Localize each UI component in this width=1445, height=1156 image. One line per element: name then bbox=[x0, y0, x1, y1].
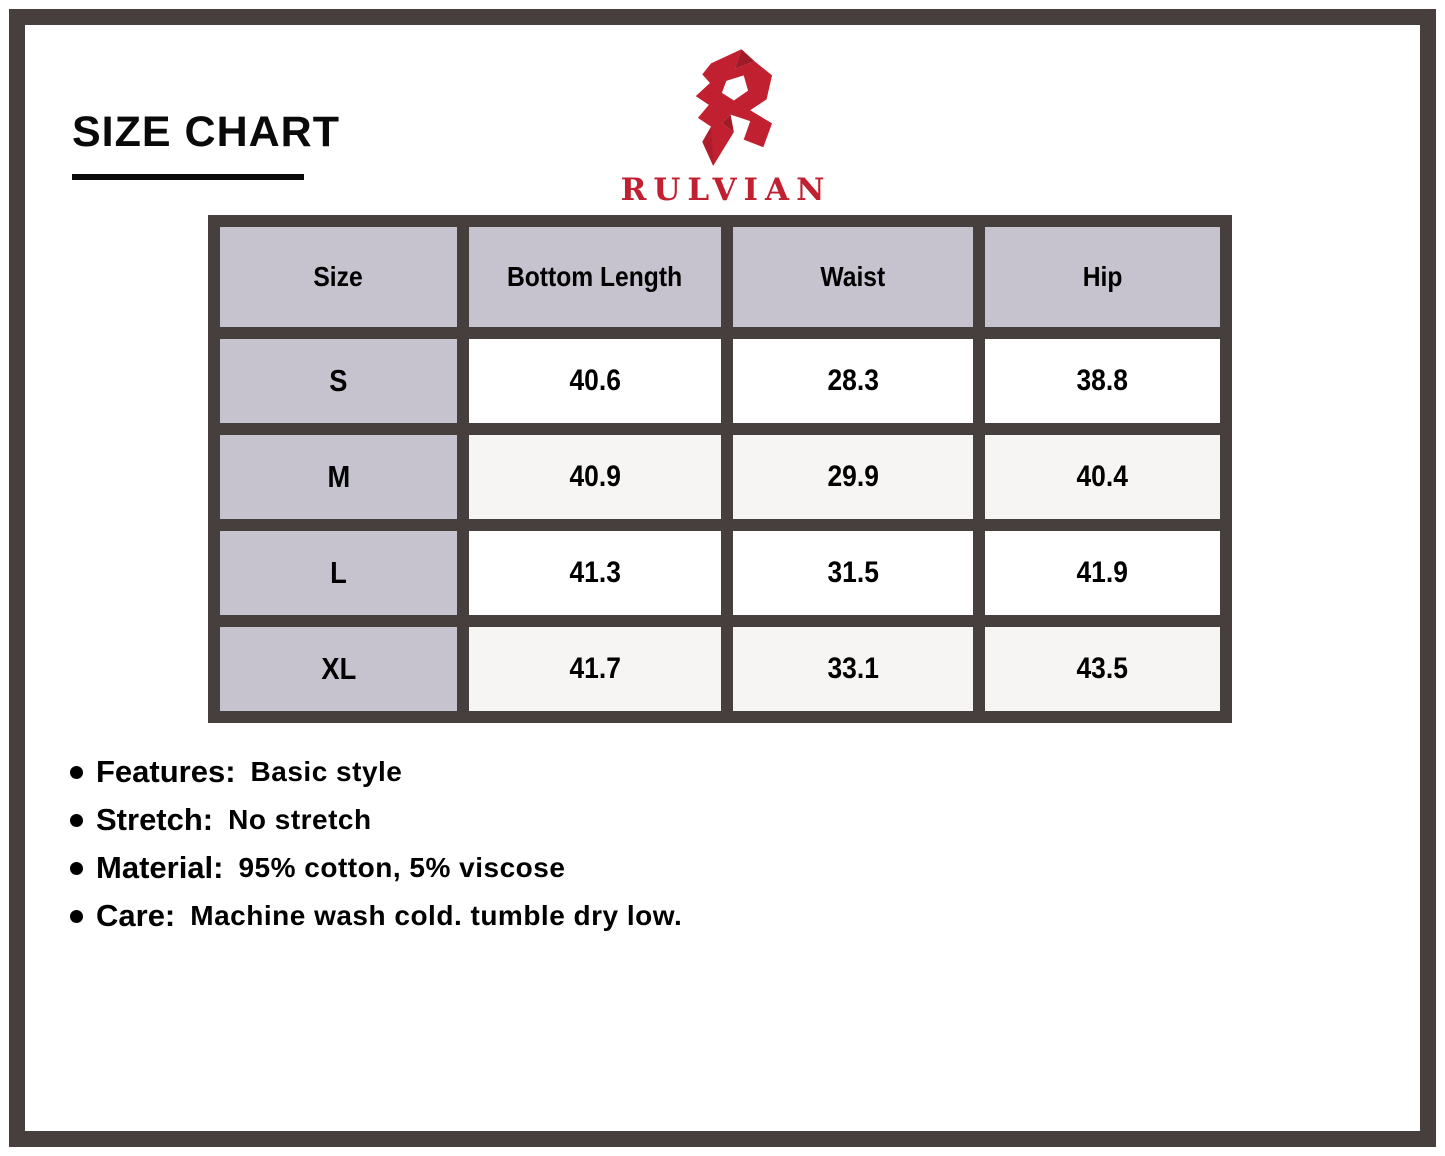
col-header-label: Waist bbox=[820, 261, 886, 292]
product-details-list: Features: Basic style Stretch: No stretc… bbox=[70, 748, 682, 940]
measurement-cell: 28.3 bbox=[721, 327, 986, 435]
size-chart-table: Size Bottom Length Waist Hip S 40.6 28.3… bbox=[208, 215, 1232, 723]
measurement-cell: 29.9 bbox=[721, 423, 986, 531]
size-label: M bbox=[327, 459, 350, 494]
rulvian-r-logo-icon bbox=[695, 49, 772, 166]
title-underline bbox=[72, 174, 304, 180]
detail-item-features: Features: Basic style bbox=[70, 748, 682, 796]
table-row-xl: XL 41.7 33.1 43.5 bbox=[208, 615, 1232, 723]
size-label: S bbox=[329, 363, 348, 398]
size-label: XL bbox=[321, 651, 356, 686]
cell-value: 40.4 bbox=[1076, 460, 1129, 493]
col-header-label: Bottom Length bbox=[507, 261, 683, 292]
detail-value: Machine wash cold. tumble dry low. bbox=[190, 900, 683, 931]
bullet-icon bbox=[70, 861, 83, 875]
detail-value: No stretch bbox=[228, 804, 372, 835]
col-header-label: Hip bbox=[1082, 261, 1123, 292]
cell-value: 41.3 bbox=[569, 556, 621, 589]
table-row-m: M 40.9 29.9 40.4 bbox=[208, 423, 1232, 531]
title-block: SIZE CHART bbox=[72, 108, 340, 180]
detail-label: Features: bbox=[96, 754, 236, 789]
size-cell: L bbox=[208, 519, 469, 627]
cell-value: 31.5 bbox=[827, 556, 879, 589]
size-label: L bbox=[330, 555, 347, 590]
table-row-s: S 40.6 28.3 38.8 bbox=[208, 327, 1232, 435]
brand-wordmark: RULVIAN bbox=[620, 172, 832, 208]
detail-item-care: Care: Machine wash cold. tumble dry low. bbox=[70, 892, 682, 940]
detail-label: Material: bbox=[96, 850, 224, 885]
col-header-bottom-length: Bottom Length bbox=[456, 215, 734, 339]
brand-block: RULVIAN bbox=[0, 46, 1445, 208]
detail-item-stretch: Stretch: No stretch bbox=[70, 796, 682, 844]
cell-value: 40.9 bbox=[569, 460, 621, 493]
col-header-size: Size bbox=[208, 215, 469, 339]
measurement-cell: 40.9 bbox=[456, 423, 734, 531]
cell-value: 33.1 bbox=[827, 652, 879, 685]
size-cell: S bbox=[208, 327, 469, 435]
measurement-cell: 40.4 bbox=[973, 423, 1232, 531]
size-cell: M bbox=[208, 423, 469, 531]
measurement-cell: 40.6 bbox=[456, 327, 734, 435]
measurement-cell: 38.8 bbox=[973, 327, 1232, 435]
detail-label: Care: bbox=[96, 898, 176, 933]
detail-item-material: Material: 95% cotton, 5% viscose bbox=[70, 844, 682, 892]
header-row: Size Bottom Length Waist Hip bbox=[208, 215, 1232, 339]
cell-value: 40.6 bbox=[569, 364, 621, 397]
cell-value: 28.3 bbox=[827, 364, 879, 397]
bullet-icon bbox=[70, 765, 83, 779]
col-header-label: Size bbox=[313, 261, 364, 292]
size-cell: XL bbox=[208, 615, 469, 723]
col-header-hip: Hip bbox=[973, 215, 1232, 339]
measurement-cell: 33.1 bbox=[721, 615, 986, 723]
bullet-icon bbox=[70, 813, 83, 827]
page-title: SIZE CHART bbox=[72, 108, 340, 156]
measurement-cell: 43.5 bbox=[973, 615, 1232, 723]
cell-value: 41.7 bbox=[569, 652, 621, 685]
measurement-cell: 41.3 bbox=[456, 519, 734, 627]
detail-value: Basic style bbox=[250, 756, 403, 787]
cell-value: 43.5 bbox=[1076, 652, 1129, 685]
col-header-waist: Waist bbox=[721, 215, 986, 339]
table-row-l: L 41.3 31.5 41.9 bbox=[208, 519, 1232, 627]
measurement-cell: 31.5 bbox=[721, 519, 986, 627]
cell-value: 38.8 bbox=[1076, 364, 1129, 397]
cell-value: 41.9 bbox=[1076, 556, 1129, 589]
measurement-cell: 41.7 bbox=[456, 615, 734, 723]
detail-label: Stretch: bbox=[96, 802, 214, 837]
cell-value: 29.9 bbox=[827, 460, 879, 493]
bullet-icon bbox=[70, 909, 83, 923]
detail-value: 95% cotton, 5% viscose bbox=[238, 852, 566, 883]
measurement-cell: 41.9 bbox=[973, 519, 1232, 627]
